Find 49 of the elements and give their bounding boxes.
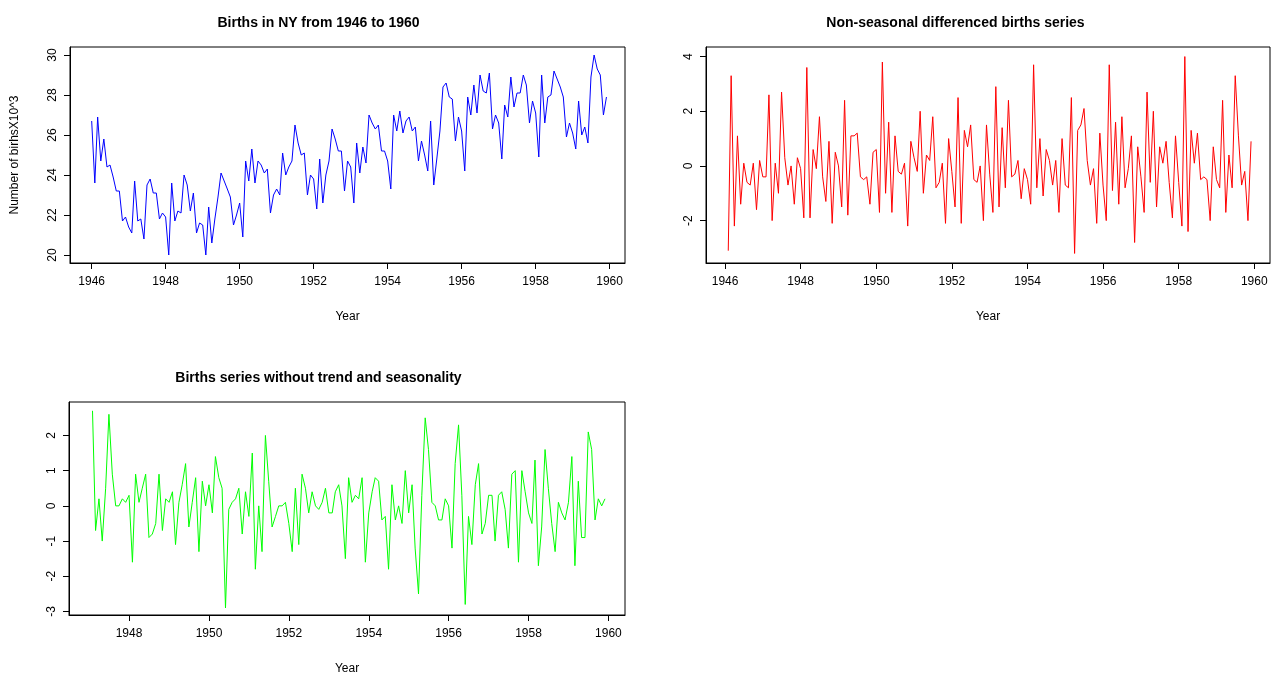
x-tick-label: 1948	[152, 274, 180, 288]
x-tick-label: 1946	[711, 274, 739, 288]
x-tick-label: 1948	[787, 274, 815, 288]
x-tick-label: 1952	[938, 274, 966, 288]
y-tick-label: 0	[681, 162, 695, 170]
x-tick-label: 1946	[78, 274, 106, 288]
line-series	[727, 56, 1252, 254]
y-tick-label: 1	[44, 467, 58, 474]
y-tick-label: -1	[44, 535, 58, 547]
x-tick-label: 1952	[275, 626, 303, 640]
x-tick-label: 1954	[374, 274, 402, 288]
line-series	[92, 410, 606, 609]
y-tick-label: -2	[681, 214, 695, 226]
y-tick-label: 30	[45, 48, 59, 62]
x-tick-label: 1954	[1014, 274, 1042, 288]
line-series	[91, 54, 607, 256]
chart-title: Births in NY from 1946 to 1960	[217, 14, 420, 30]
x-tick-label: 1956	[435, 626, 463, 640]
y-tick-label: 20	[45, 248, 59, 262]
y-tick-label: -3	[44, 605, 58, 617]
x-tick-label: 1948	[115, 626, 143, 640]
y-tick-label: 0	[44, 502, 58, 510]
x-tick-label: 1954	[355, 626, 383, 640]
y-tick-label: 22	[45, 208, 59, 222]
y-axis-title: Number of birhsX10^3	[7, 95, 21, 215]
y-tick-label: 2	[44, 431, 58, 439]
x-tick-label: 1950	[862, 274, 890, 288]
y-tick-label: 2	[681, 107, 695, 115]
x-tick-label: 1950	[195, 626, 223, 640]
y-tick-label: 24	[45, 168, 59, 182]
x-tick-label: 1956	[448, 274, 476, 288]
y-tick-label: 4	[681, 52, 695, 60]
x-tick-label: 1950	[226, 274, 254, 288]
chart-title: Births series without trend and seasonality	[175, 369, 462, 385]
x-axis-title: Year	[335, 309, 360, 323]
chart-title: Non-seasonal differenced births series	[826, 14, 1085, 30]
x-tick-label: 1960	[595, 626, 623, 640]
x-tick-label: 1952	[300, 274, 328, 288]
x-axis-title: Year	[334, 661, 360, 675]
y-tick-label: 28	[45, 88, 59, 102]
y-tick-label: -2	[44, 570, 58, 582]
x-tick-label: 1960	[596, 274, 624, 288]
x-tick-label: 1960	[1240, 274, 1268, 288]
x-tick-label: 1958	[522, 274, 550, 288]
x-tick-label: 1958	[1165, 274, 1193, 288]
x-axis-title: Year	[975, 309, 1001, 323]
x-tick-label: 1958	[515, 626, 543, 640]
x-tick-label: 1956	[1089, 274, 1117, 288]
y-tick-label: 26	[45, 128, 59, 142]
